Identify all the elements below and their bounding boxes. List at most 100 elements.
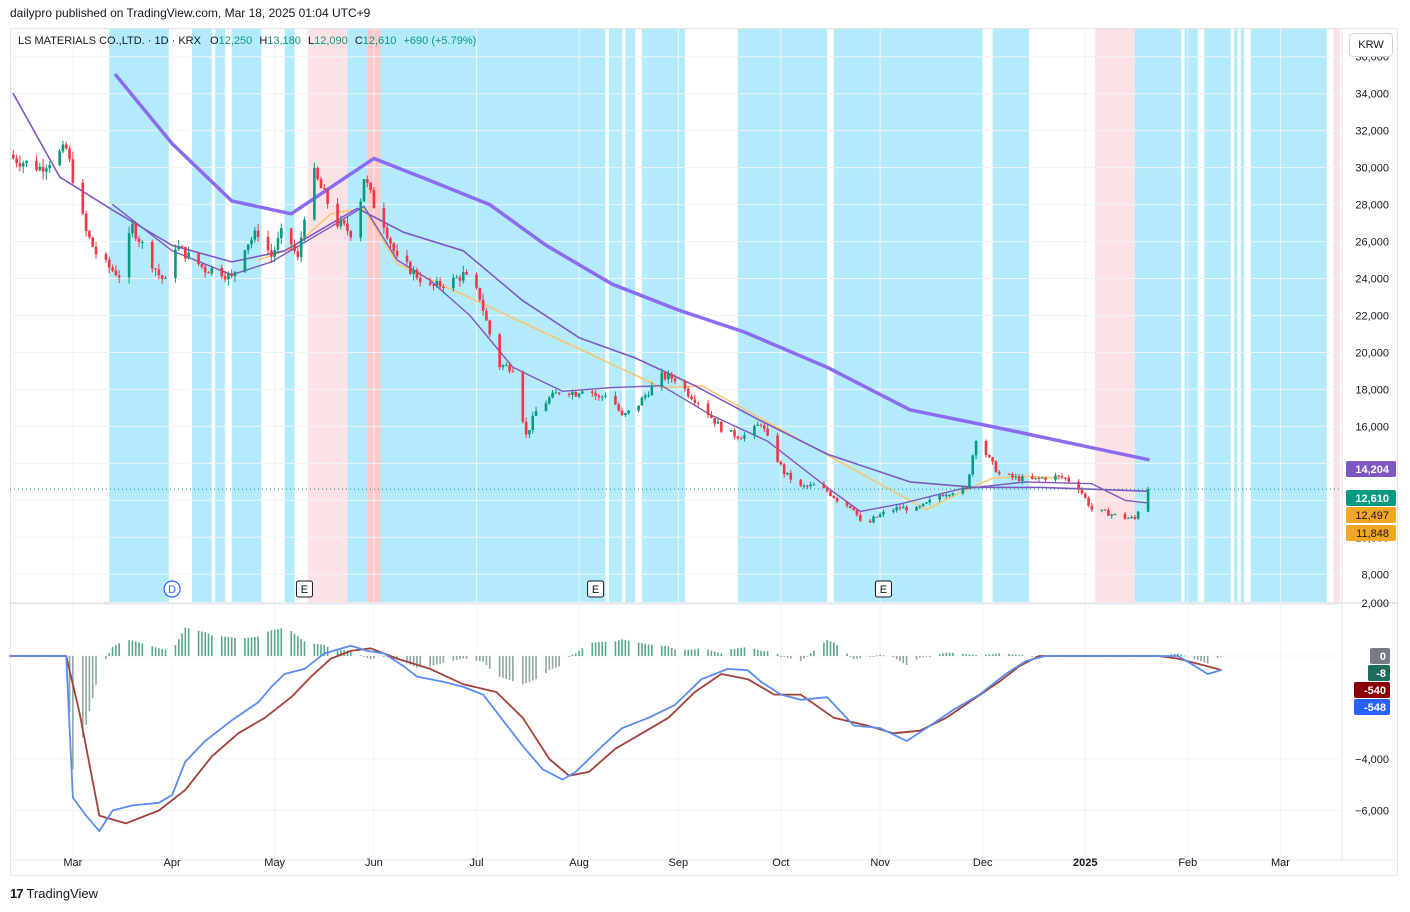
time-axis-tick-label: Sep: [669, 857, 689, 869]
legend-symbol[interactable]: LS MATERIALS CO.,LTD. · 1D · KRX: [18, 35, 201, 47]
candle-body: [68, 148, 71, 160]
macd-histogram-bar: [694, 649, 696, 656]
candle-body: [415, 269, 419, 278]
candle: [849, 505, 852, 509]
candle-body: [686, 388, 690, 397]
candle-body: [38, 166, 42, 171]
time-axis-tick-label: 2025: [1073, 857, 1097, 869]
candle-body: [81, 182, 85, 214]
macd-histogram-bar: [267, 631, 269, 656]
macd-histogram-bar: [627, 640, 630, 656]
macd-histogram-bar: [823, 642, 825, 656]
candle-body: [660, 372, 664, 386]
candle-body: [180, 246, 184, 248]
dividend-marker[interactable]: D: [163, 580, 181, 598]
tradingview-logo[interactable]: 17 TradingView: [10, 886, 98, 901]
candle: [825, 486, 829, 493]
candle: [38, 162, 42, 172]
macd-histogram-bar: [988, 654, 991, 656]
macd-histogram-bar: [1177, 653, 1179, 656]
macd-histogram-bar: [88, 656, 91, 712]
macd-histogram-bar: [293, 633, 296, 656]
candle: [1077, 478, 1080, 494]
candle: [276, 231, 280, 254]
candle: [961, 485, 965, 496]
macd-histogram-bar: [707, 649, 709, 656]
macd-histogram-bar: [1031, 656, 1034, 657]
price-tag-box: [1346, 525, 1396, 541]
candle: [809, 481, 812, 489]
macd-histogram-bar: [948, 652, 951, 656]
candle-body: [1044, 477, 1047, 480]
macd-histogram-bar: [488, 656, 491, 669]
candle-body: [531, 415, 535, 431]
candle-body: [465, 271, 468, 275]
candle-body: [253, 230, 257, 240]
candle-body: [154, 268, 157, 270]
candle-body: [1123, 513, 1127, 519]
candle-body: [720, 421, 723, 432]
candle: [418, 271, 422, 287]
macd-histogram-bar: [234, 637, 236, 656]
macd-histogram-bar: [1021, 654, 1024, 656]
earnings-marker[interactable]: E: [587, 580, 605, 598]
candle-body: [868, 520, 872, 523]
macd-histogram-bar: [366, 656, 369, 659]
candle: [127, 226, 131, 284]
candle-body: [683, 381, 687, 389]
candle-body: [1146, 489, 1150, 512]
currency-button[interactable]: KRW: [1349, 33, 1393, 57]
candle: [597, 394, 601, 401]
time-axis-tick-label: May: [264, 857, 285, 869]
earnings-marker[interactable]: E: [295, 580, 313, 598]
candle: [91, 236, 95, 248]
macd-histogram-bar: [594, 642, 597, 656]
candle: [18, 155, 22, 172]
candlesticks: [12, 140, 1150, 524]
candle-body: [438, 280, 442, 287]
macd-histogram-bar: [270, 630, 273, 656]
candle: [157, 263, 161, 280]
candle: [845, 500, 849, 509]
candle-body: [756, 424, 760, 426]
candle-body: [1007, 473, 1011, 475]
candle: [435, 276, 439, 289]
candle: [1021, 473, 1024, 485]
macd-histogram-bar: [717, 652, 719, 656]
candle-body: [858, 515, 862, 521]
candle: [736, 435, 740, 441]
candle-body: [94, 246, 98, 255]
candle: [107, 256, 111, 274]
macd-histogram-bar: [919, 656, 921, 658]
candle: [872, 515, 875, 524]
candle: [627, 410, 630, 415]
candle: [835, 497, 839, 503]
candle: [753, 424, 756, 440]
candle: [948, 494, 951, 498]
macd-histogram-bar: [581, 648, 584, 656]
candle: [832, 495, 836, 499]
candle-body: [743, 435, 746, 439]
macd-histogram-bar: [475, 656, 478, 661]
price-axis-tick-label: 28,000: [1355, 200, 1389, 212]
macd-histogram-bar: [975, 655, 977, 656]
candle: [1123, 511, 1127, 521]
earnings-marker[interactable]: E: [874, 580, 892, 598]
candle: [782, 463, 786, 478]
candle: [696, 401, 700, 409]
legend-close-label: C: [354, 35, 363, 47]
candle: [1103, 508, 1107, 511]
candle-body: [1040, 477, 1044, 479]
candle: [544, 400, 548, 412]
candle: [458, 274, 462, 287]
candle-body: [809, 484, 812, 487]
candle-body: [551, 392, 554, 398]
candle-body: [925, 502, 928, 504]
moving-average-long: [114, 73, 1150, 462]
price-axis-tick-label: 22,000: [1355, 311, 1389, 323]
candle: [1080, 486, 1084, 495]
candle-body: [296, 251, 300, 258]
candle: [359, 198, 362, 242]
candle-body: [313, 167, 316, 220]
